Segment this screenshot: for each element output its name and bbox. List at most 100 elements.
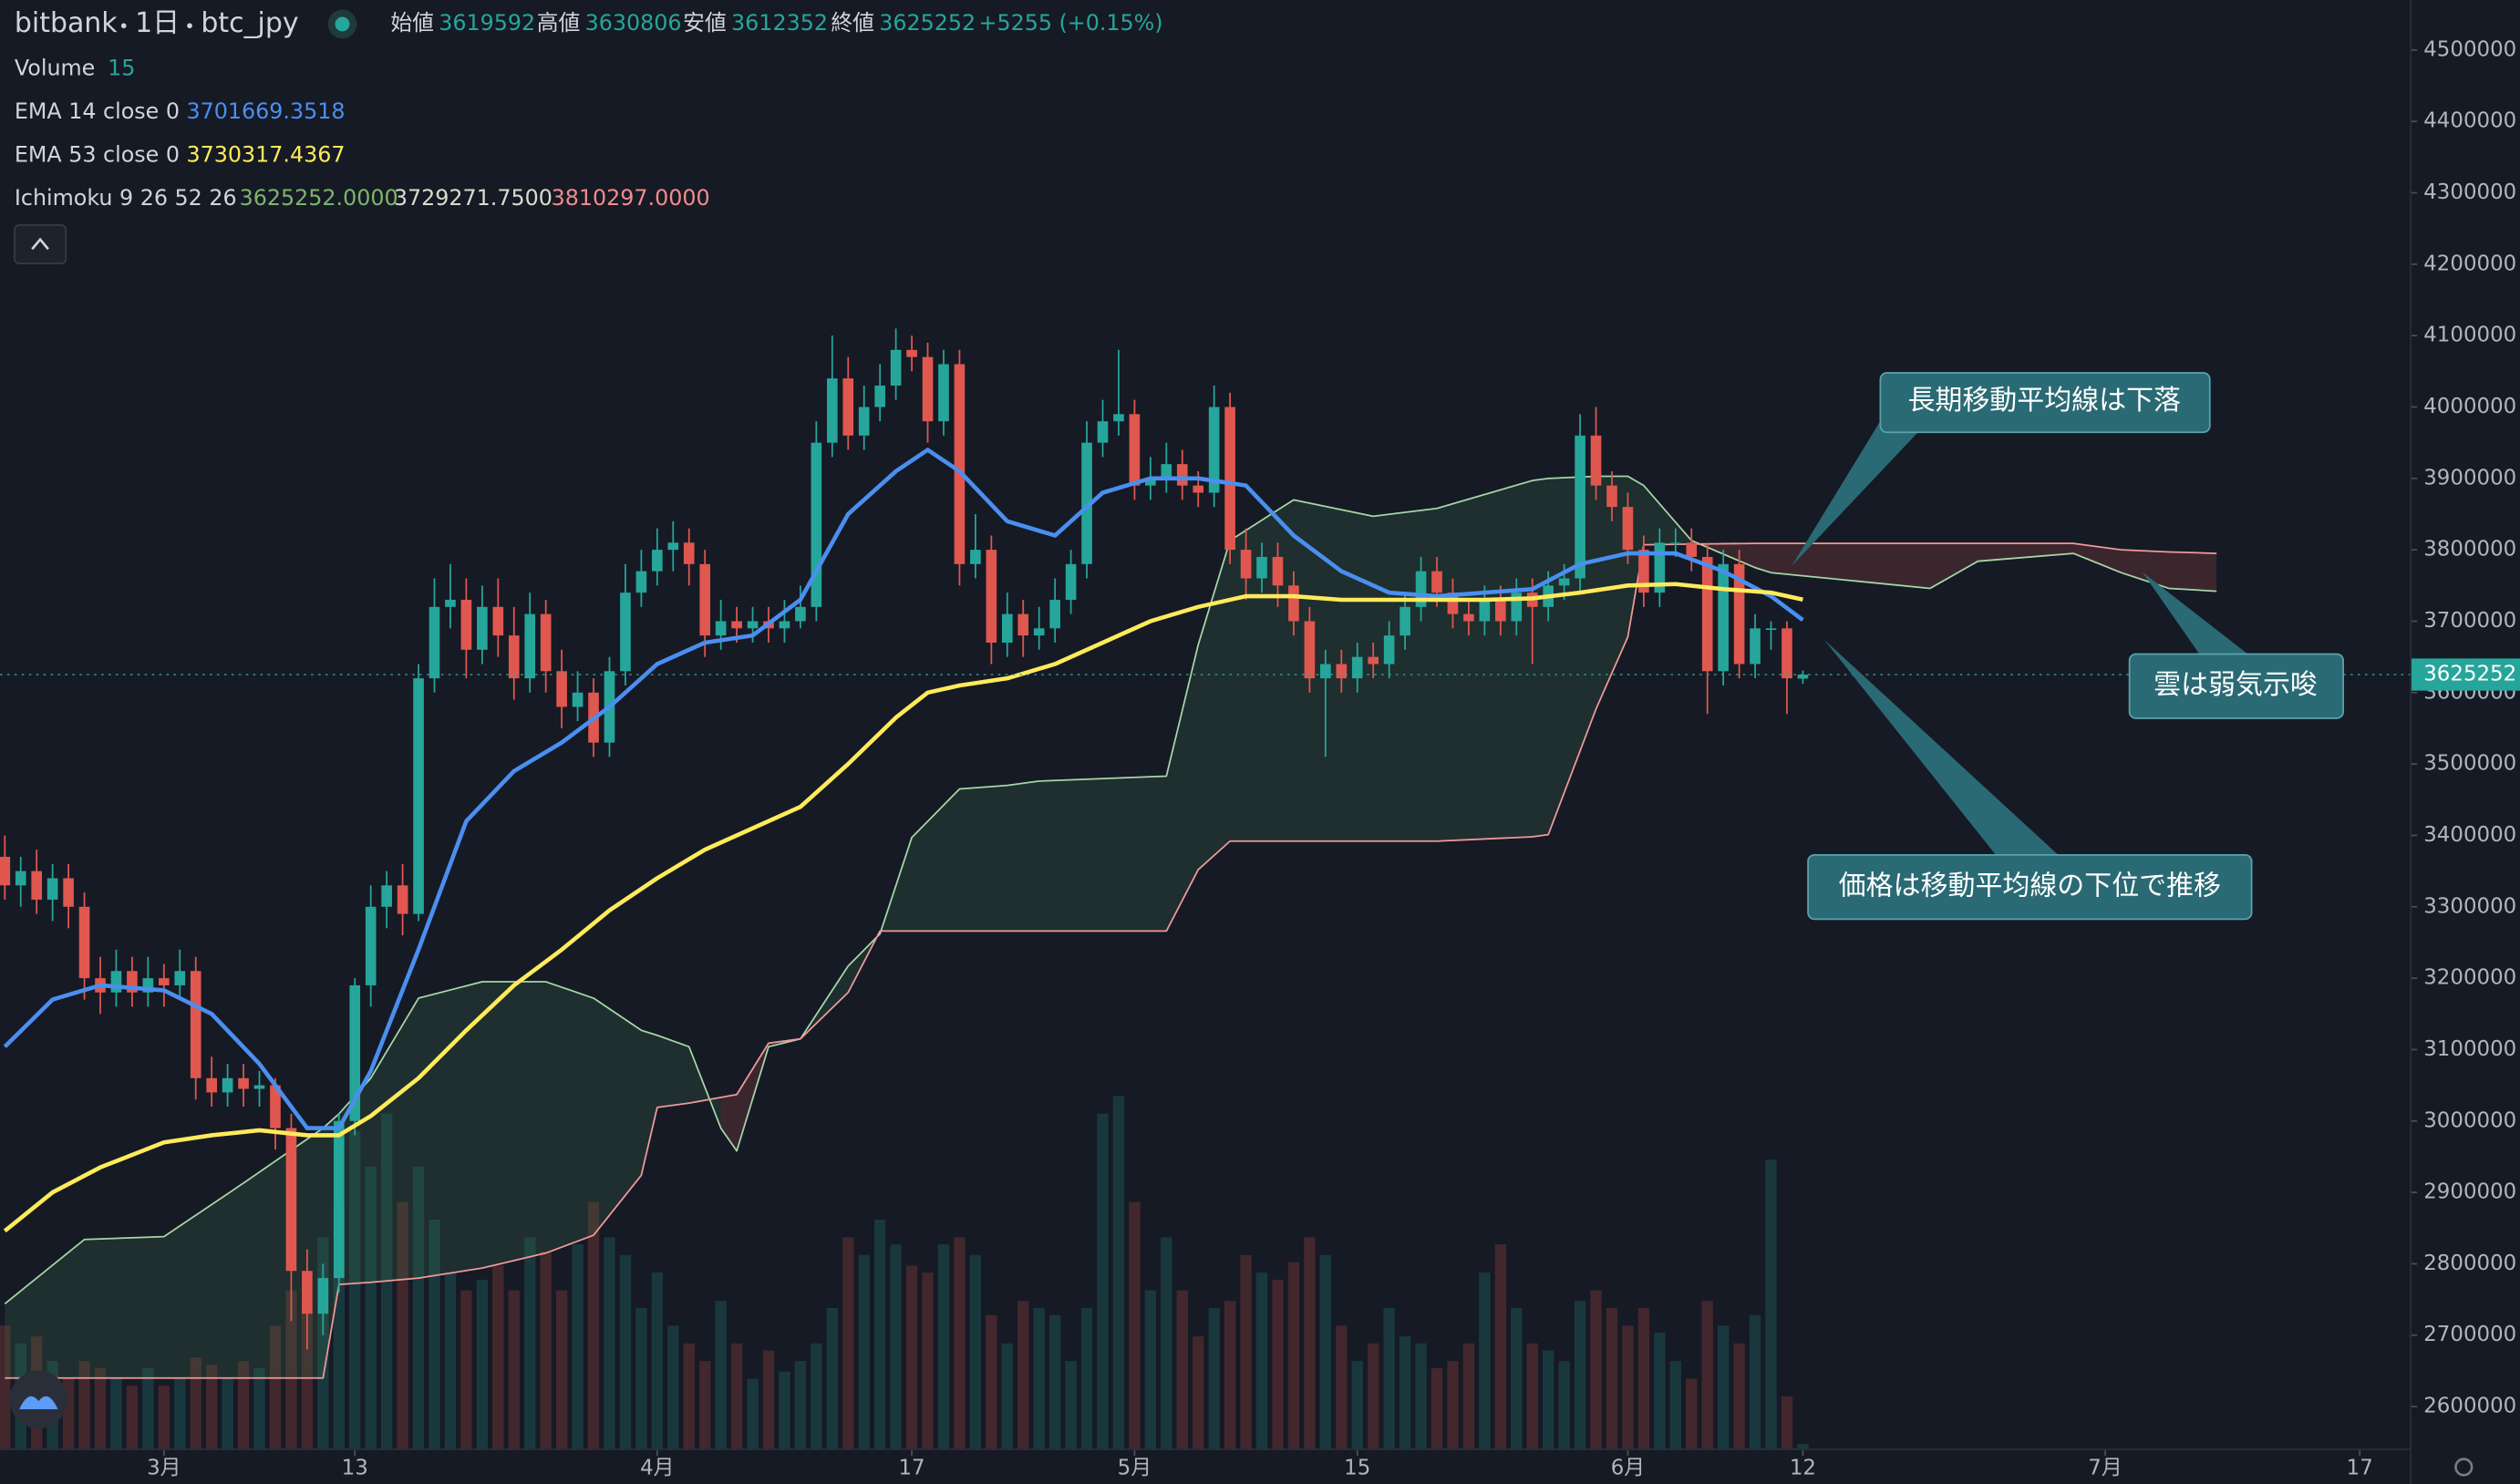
cloud-segment	[1198, 540, 1231, 871]
candle-body	[1081, 442, 1092, 564]
y-tick-label: 2900000	[2423, 1180, 2516, 1204]
volume-bar	[412, 1166, 425, 1450]
candle-body	[1399, 606, 1410, 636]
volume-bar	[1048, 1314, 1061, 1450]
candle-body	[731, 621, 742, 629]
logo-circle[interactable]	[9, 1370, 68, 1429]
candle-body	[890, 349, 902, 386]
interval: 1日	[135, 7, 180, 39]
candle-body	[1049, 599, 1060, 629]
button-box[interactable]	[13, 223, 67, 265]
ohlc-label: 終値	[831, 10, 874, 36]
ohlc-value: 3619592	[439, 10, 535, 36]
candle-body	[874, 386, 885, 407]
candle-body	[540, 613, 552, 672]
logo[interactable]	[9, 1370, 68, 1429]
volume-bar	[1479, 1273, 1491, 1450]
candle-body	[317, 1278, 329, 1314]
candle-body	[1669, 542, 1681, 545]
volume-bar	[1574, 1301, 1586, 1450]
candle-body	[1017, 613, 1029, 636]
status-dot	[335, 16, 350, 32]
volume-bar	[269, 1325, 282, 1450]
candle-body	[1145, 478, 1156, 486]
volume-bar	[253, 1367, 265, 1450]
volume-bar	[635, 1307, 647, 1450]
y-tick-label: 4300000	[2423, 180, 2516, 204]
candle-body	[397, 885, 408, 914]
volume-bar	[492, 1265, 504, 1450]
volume-bar	[190, 1357, 201, 1450]
volume-bar	[429, 1219, 440, 1450]
candle-body	[715, 621, 727, 636]
volume-bar	[1208, 1307, 1220, 1450]
volume-bar	[1526, 1343, 1538, 1450]
callout-pointer	[1792, 420, 1929, 566]
candle-body	[1224, 407, 1235, 551]
candle-body	[795, 606, 806, 622]
y-tick-label: 3300000	[2423, 894, 2516, 918]
cloud-segment	[545, 982, 594, 1253]
candle-body	[238, 1077, 249, 1089]
y-tick-label: 3400000	[2423, 823, 2516, 847]
cloud-segment	[2121, 550, 2169, 589]
settings-icon[interactable]	[2454, 1458, 2474, 1477]
ohlc-value: 3612352	[731, 10, 828, 36]
candle-body	[190, 971, 201, 1078]
candle-body	[381, 885, 392, 907]
y-tick-label: 4000000	[2423, 395, 2516, 418]
candle-body	[1638, 550, 1649, 593]
candle-body	[1431, 571, 1442, 593]
volume-bar	[619, 1254, 632, 1450]
volume-bar	[937, 1244, 950, 1450]
cloud-segment	[1930, 543, 1978, 589]
callout-box	[2128, 653, 2344, 719]
candle-body	[1479, 599, 1491, 622]
annotation: 長期移動平均線は下落	[1792, 372, 2211, 566]
x-tick-label: 15	[1344, 1457, 1370, 1480]
chevron	[31, 237, 49, 251]
volume-bar	[1637, 1307, 1650, 1450]
ohlc-label: 安値	[683, 10, 727, 36]
candle-body	[1288, 585, 1299, 622]
x-tick-label: 4月	[640, 1457, 674, 1480]
cloud-segment	[1437, 480, 1533, 841]
y-tick-label: 2700000	[2423, 1323, 2516, 1346]
volume-bar	[1161, 1237, 1172, 1450]
candle-body	[620, 593, 631, 672]
candle-body	[127, 971, 138, 993]
candle-body	[524, 613, 536, 679]
candle-body	[922, 356, 934, 422]
volume-bar	[651, 1273, 664, 1450]
candle-body	[954, 364, 966, 564]
candle-body	[842, 378, 854, 436]
x-tick-label: 6月	[1611, 1457, 1645, 1480]
candle-body	[1161, 464, 1172, 479]
legend-value: 15	[108, 55, 135, 80]
volume-bar	[1304, 1237, 1316, 1450]
volume-bar	[1543, 1350, 1554, 1450]
cloud-segment	[641, 1030, 657, 1176]
candle-body	[826, 378, 838, 443]
volume-bar	[1368, 1343, 1379, 1450]
volume-bar	[794, 1361, 807, 1450]
volume-bar	[540, 1251, 552, 1450]
collapse-button[interactable]	[13, 223, 67, 265]
candle-body	[1336, 664, 1348, 679]
candle-body	[15, 871, 26, 886]
candle-body	[270, 1085, 281, 1128]
y-tick-label: 4500000	[2423, 37, 2516, 61]
last-price-tag	[2411, 658, 2520, 691]
ohlc-label: 高値	[537, 10, 581, 36]
candle-body	[1113, 414, 1124, 422]
legend-value: 3729271.7500	[394, 185, 553, 211]
candle-body	[1240, 550, 1252, 579]
volume-bar	[94, 1367, 107, 1450]
volume-bar	[1255, 1273, 1268, 1450]
volume-bar	[1383, 1307, 1395, 1450]
volume-bar	[1001, 1343, 1013, 1450]
cloud-segment	[84, 1236, 164, 1378]
ohlc-value: 3630806	[585, 10, 682, 36]
candle-body	[1463, 613, 1474, 622]
